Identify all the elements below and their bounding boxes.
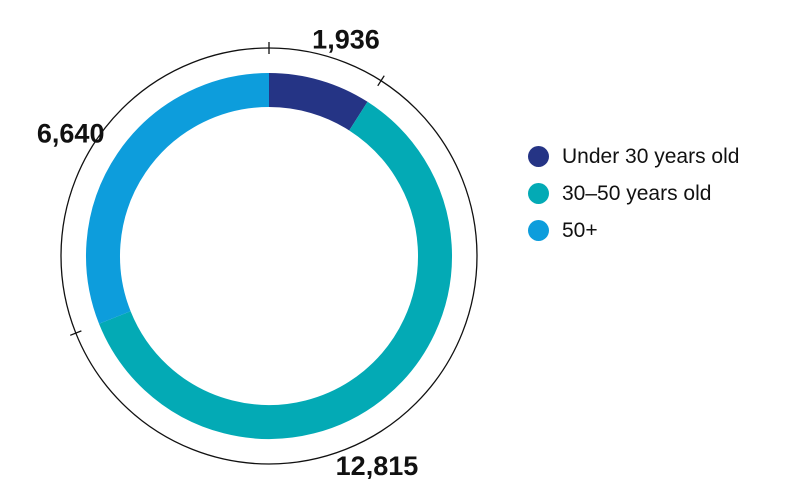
legend-label-50-plus: 50+ [562,218,598,242]
boundary-tick-2 [377,75,385,87]
slice-50-plus [86,73,270,324]
legend-label-30-50: 30–50 years old [562,181,712,205]
value-label-30-50: 12,815 [336,451,419,479]
legend-swatch-30-50 [528,183,549,204]
legend-item-30-50: 30–50 years old [528,175,739,212]
legend-item-under-30: Under 30 years old [528,138,739,175]
boundary-tick-3 [69,330,82,336]
value-label-under-30: 1,936 [312,25,380,55]
legend-item-50-plus: 50+ [528,212,739,249]
legend: Under 30 years old 30–50 years old 50+ [528,138,739,249]
value-labels: 1,936 12,815 6,640 [37,25,418,479]
legend-swatch-under-30 [528,146,549,167]
legend-swatch-50-plus [528,220,549,241]
donut-slices [86,73,452,439]
slice-30-50 [99,101,452,439]
value-label-50-plus: 6,640 [37,119,105,149]
slice-under-30 [268,73,368,131]
outer-ring [60,47,478,465]
slice-boundary-ticks [69,42,385,336]
legend-label-under-30: Under 30 years old [562,144,740,168]
